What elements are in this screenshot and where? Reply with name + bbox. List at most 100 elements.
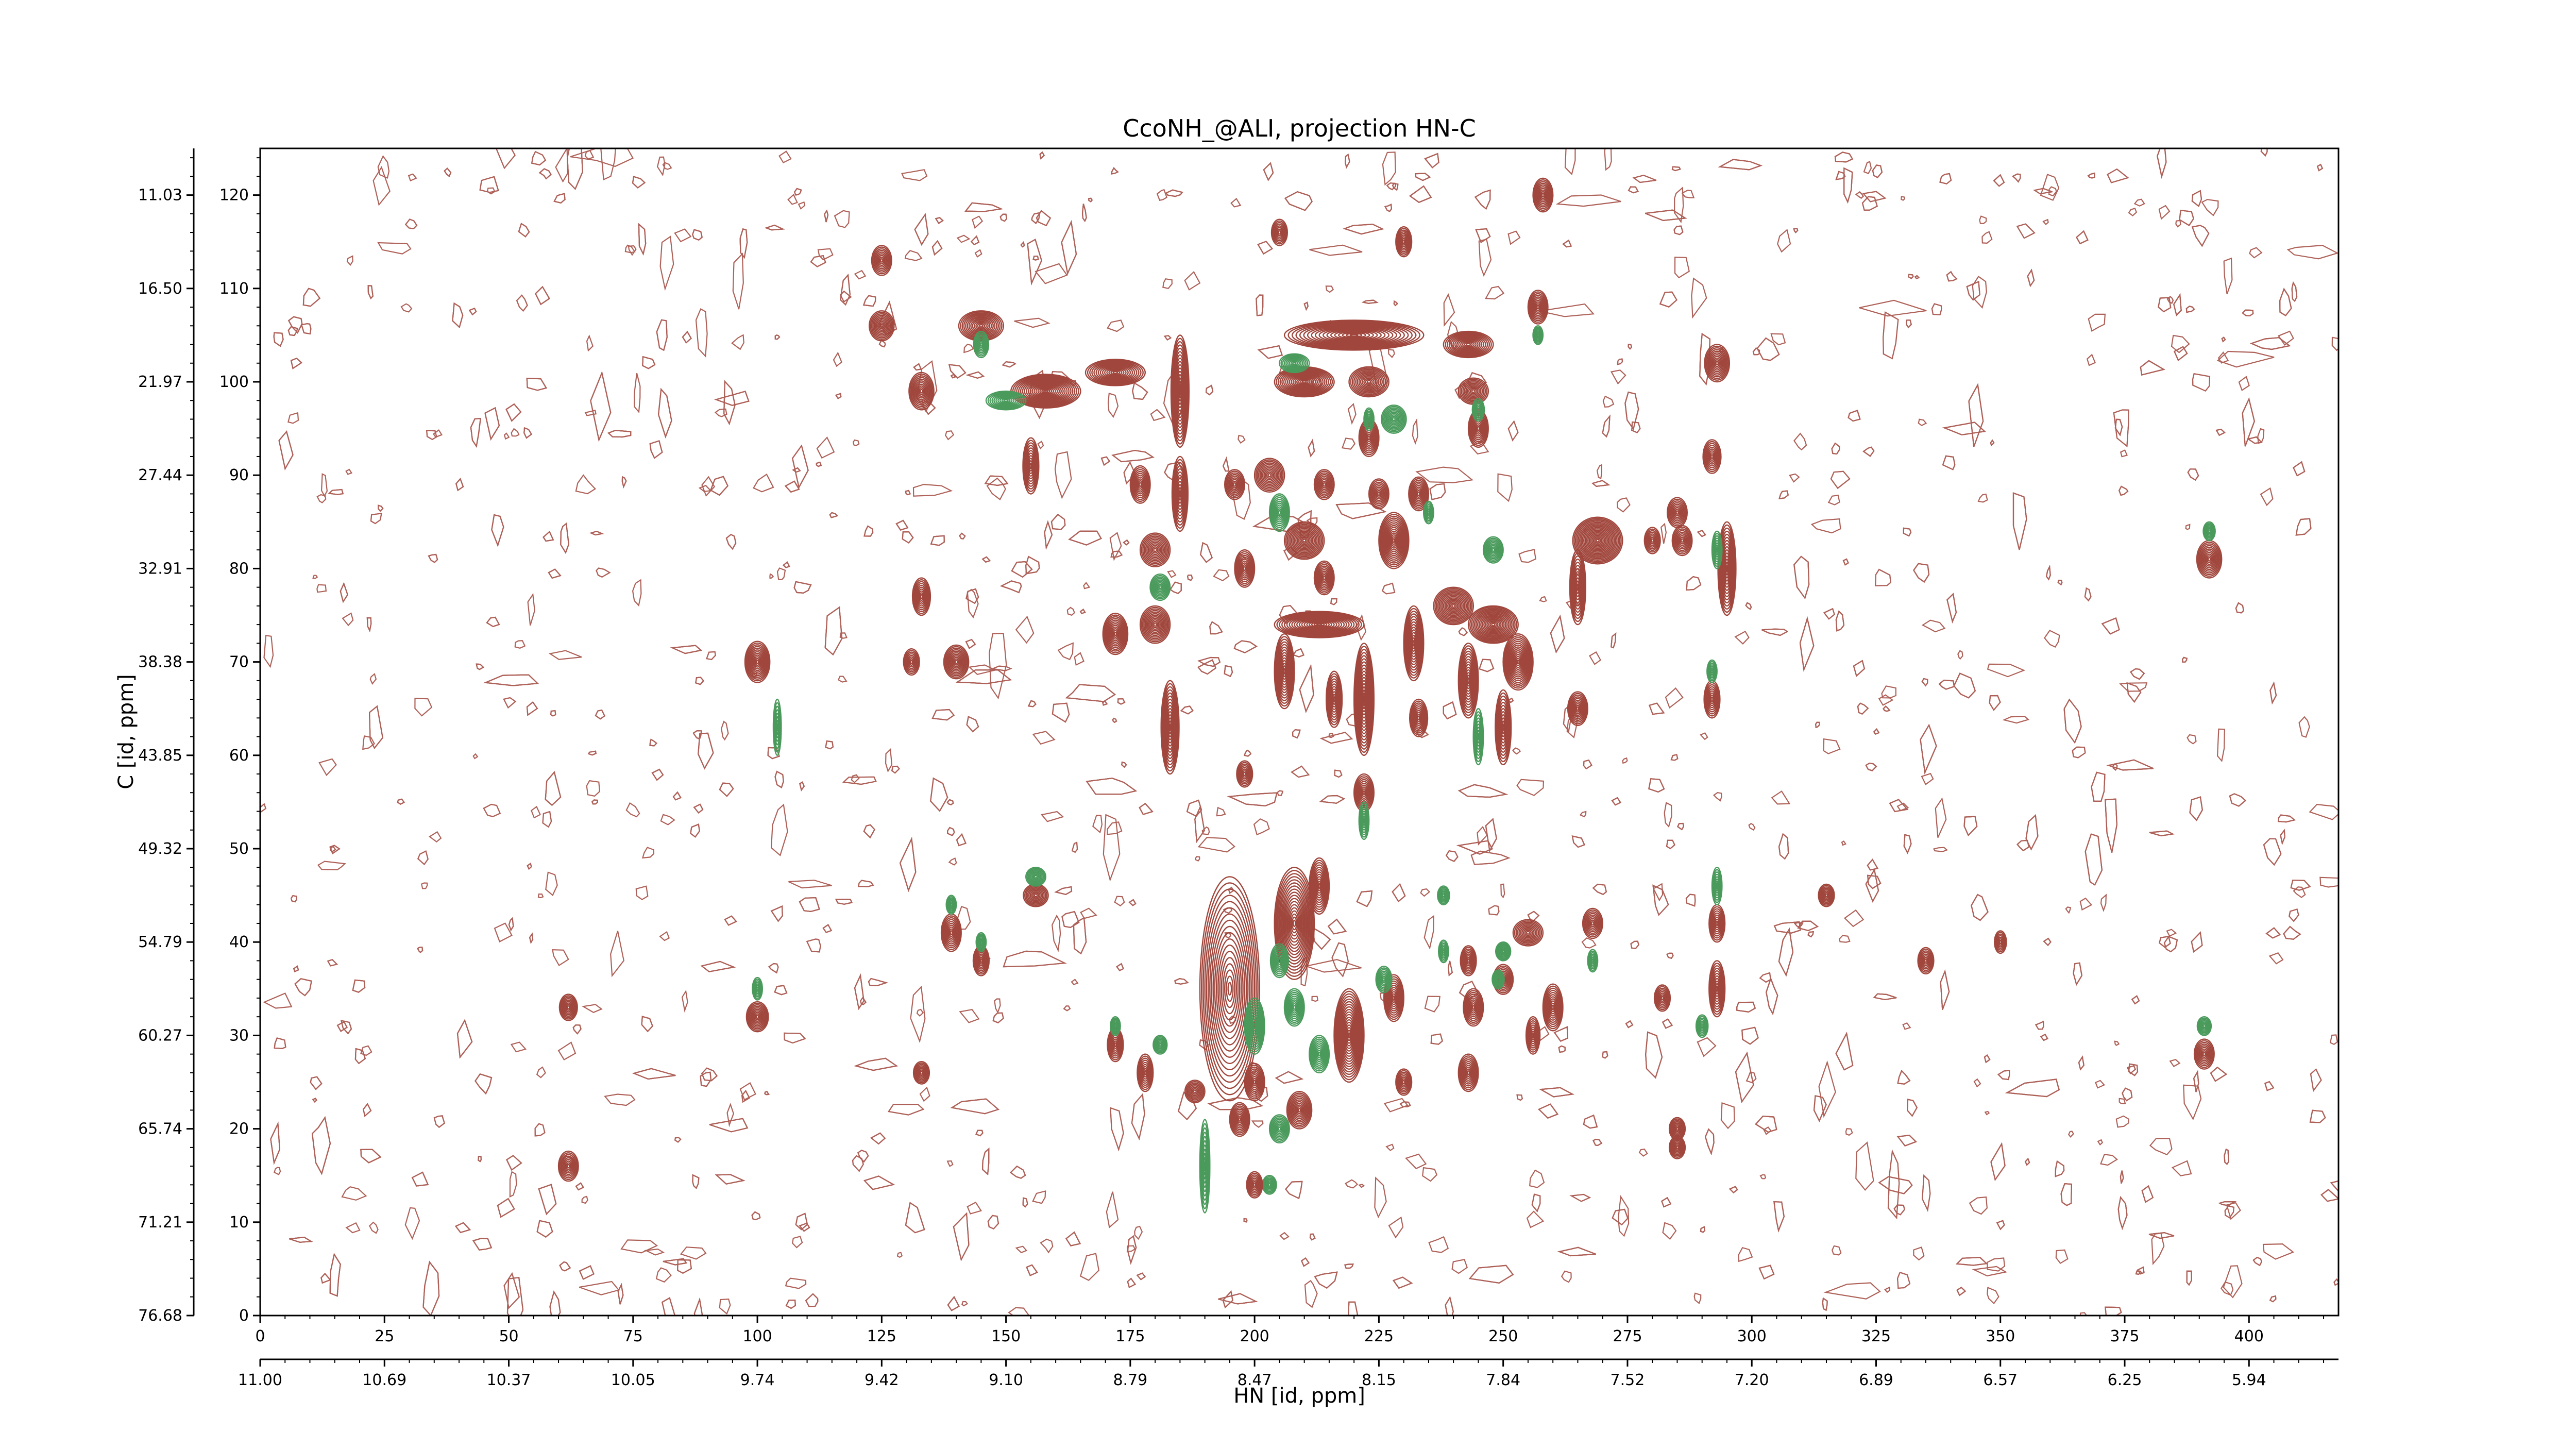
contour-level [1399,1075,1409,1089]
positive-peak [1313,560,1335,596]
noise-contour [1256,294,1264,316]
noise-contour [360,1149,382,1164]
contour-level [1680,538,1684,543]
noise-contour [548,650,582,660]
contour-level [1240,767,1249,781]
noise-contour [1913,563,1930,583]
contour-level [1370,481,1387,507]
contour-level [1470,608,1516,642]
positive-peak [1395,1068,1413,1096]
contour-level [1291,321,1417,349]
contour-level [1725,565,1728,572]
contour-level [1518,924,1538,941]
noise-contour [1797,920,1819,932]
contour-level [1110,626,1121,642]
noise-contour [2269,681,2277,705]
contour-level [1550,1002,1555,1013]
contour-level [1585,913,1600,934]
contour-level [1274,633,1295,710]
contour-level [1257,461,1283,490]
noise-contour [1035,263,1068,284]
positive-peak [1458,377,1489,405]
contour-level [2201,1050,2207,1058]
negative-peak [1495,941,1512,962]
contour-level [1493,972,1503,987]
noise-contour [1213,569,1230,582]
contour-level [1527,1020,1539,1051]
noise-contour [1935,797,1947,838]
contour-level [1524,929,1532,936]
noise-contour [1477,825,1488,846]
noise-contour [2158,297,2172,313]
contour-level [1282,665,1286,678]
contour-level [1439,942,1448,961]
contour-level [1380,515,1408,566]
noise-contour [2157,148,2167,179]
contour-level [1108,623,1123,645]
noise-contour [1430,1033,1443,1045]
contour-level [1920,952,1931,970]
positive-peak [1572,516,1623,565]
noise-contour [1117,698,1126,705]
contour-level [1483,537,1503,562]
noise-contour [2286,244,2338,260]
contour-level [1148,616,1162,633]
contour-level [562,998,575,1017]
x-tick-label: 175 [1115,1327,1145,1345]
noise-contour [1735,1051,1754,1103]
contour-level [1014,375,1078,407]
contour-level [1185,1081,1205,1102]
x-axis-label: HN [id, ppm] [1233,1384,1365,1408]
contour-level [1315,1048,1323,1060]
noise-contour [2182,656,2188,663]
contour-level [1270,497,1288,528]
contour-level [1232,1107,1247,1132]
noise-contour [538,1184,557,1216]
noise-contour [1766,976,1778,1016]
contour-level [905,651,918,672]
positive-peak [1309,857,1330,915]
contour-level [1361,788,1367,797]
noise-contour [2249,247,2263,259]
noise-contour [1257,345,1283,359]
noise-contour [1906,1099,1918,1117]
contour-level [1673,1142,1681,1153]
noise-contour [2005,1079,2060,1098]
contour-level [1466,996,1480,1019]
contour-level [946,896,956,914]
noise-contour [1893,1204,1905,1216]
noise-contour [1474,189,1491,210]
noise-contour [854,269,867,280]
contour-level [2197,1043,2212,1065]
positive-peak [1333,988,1365,1083]
positive-peak [940,913,962,952]
contour-level [1143,610,1167,639]
contour-level [1534,328,1543,343]
contour-level [1503,635,1533,689]
noise-contour [2016,223,2036,239]
contour-level [1150,619,1160,630]
contour-level [1485,618,1502,631]
noise-contour [526,377,548,391]
ppm-y-tick-label: 65.74 [138,1120,182,1138]
noise-contour [660,814,675,825]
noise-contour [706,651,716,661]
contour-level [918,387,925,395]
positive-peak [1512,919,1544,947]
noise-contour [806,938,821,953]
contour-level [1454,336,1483,352]
noise-contour [2221,1281,2234,1296]
contour-level [1350,367,1388,396]
contour-level [1573,568,1583,607]
contour-level [1384,409,1403,430]
noise-contour [1216,806,1226,817]
noise-contour [2171,334,2190,353]
contour-level [1699,1020,1705,1032]
contour-level [751,1008,764,1025]
noise-contour [1197,656,1221,667]
noise-contour [2191,931,2203,953]
contour-level [1242,770,1247,778]
noise-contour [1054,886,1073,895]
contour-level [1299,323,1409,348]
contour-level [1465,1066,1472,1079]
